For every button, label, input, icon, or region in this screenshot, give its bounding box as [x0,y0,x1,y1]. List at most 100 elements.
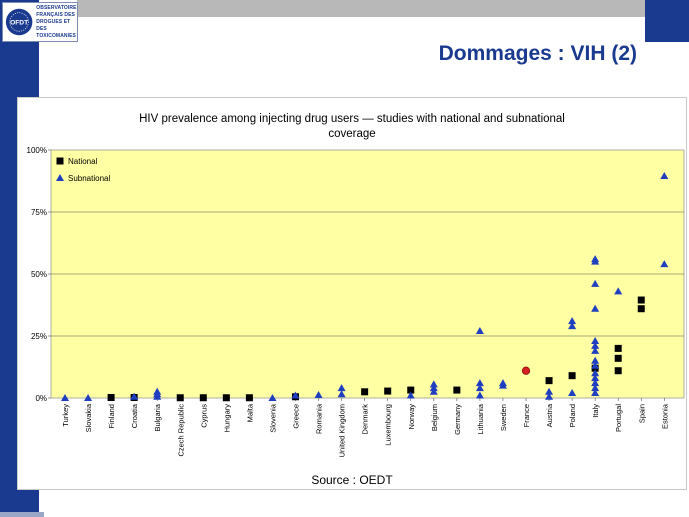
subnational-point [545,392,554,400]
logo-seal-text: OFDT [10,20,28,27]
y-tick-label: 25% [31,332,47,341]
subnational-point [475,391,484,399]
subnational-point [498,379,507,387]
logo-text-block: OBSERVATOIRE FRANÇAIS DES DROGUES ET DES… [36,5,77,40]
y-axis-ticks: 0% 25% 50% 75% 100% [27,146,51,403]
subnational-point [591,384,600,392]
legend-label: Subnational [68,174,110,183]
logo-line: DROGUES ET DES [36,18,71,32]
chart-title-line-1: HIV prevalence among injecting drug user… [139,113,565,125]
subnational-point [591,356,600,364]
x-tick-label: Finland [107,404,116,429]
subnational-point [568,322,577,330]
legend-label: National [68,157,98,166]
national-point [407,386,415,394]
national-point [176,394,184,402]
subnational-point [153,387,162,395]
subnational-point [660,172,669,180]
y-tick-label: 50% [31,270,47,279]
subnational-point [591,389,600,397]
legend: National Subnational [56,157,110,183]
national-point [222,394,230,402]
subnational-point [568,389,577,397]
subnational-point [568,317,577,325]
x-tick-label: Poland [568,404,577,427]
subnational-point [591,336,600,344]
logo-line: OBSERVATOIRE [36,4,77,11]
subnational-point [268,394,277,401]
subnational-point [337,384,346,392]
subnational-point [130,392,139,400]
slide-title: Dommages : VIH (2) [438,42,637,65]
y-tick-label: 75% [31,208,47,217]
x-tick-label: Romania [315,403,324,434]
chart-source: Source : OEDT [311,473,393,487]
national-point [637,305,645,313]
x-tick-label: Denmark [361,404,370,435]
y-tick-label: 0% [35,394,47,403]
logo-line: FRANÇAIS DES [36,11,75,18]
subnational-point [291,391,300,399]
x-tick-label: Italy [591,404,600,418]
national-point [637,296,645,304]
x-tick-label: Estonia [660,403,669,429]
subnational-point [614,287,623,295]
logo-line: TOXICOMANIES [36,32,76,39]
x-tick-label: Belgium [430,404,439,431]
x-tick-label: Norway [407,404,416,430]
ofdt-seal-icon: OFDT [5,8,33,36]
subnational-point [591,341,600,349]
x-tick-label: Cyprus [199,404,208,428]
subnational-point [475,384,484,392]
x-tick-label: Austria [545,403,554,427]
subnational-point [429,380,438,388]
subnational-point [591,361,600,369]
top-right-brand-block [645,0,689,42]
x-tick-label: Germany [453,404,462,435]
x-tick-label: Slovenia [268,403,277,433]
national-point [614,367,622,375]
y-tick-label: 100% [27,146,47,155]
france-point [521,366,531,375]
data-points [61,172,669,402]
chart-title-line-2: coverage [328,128,375,140]
subnational-point [591,346,600,354]
national-point [384,387,392,395]
national-point [107,394,115,402]
x-tick-label: Malta [245,403,254,422]
subnational-point [591,374,600,382]
x-tick-label: United Kingdom [338,404,347,457]
x-tick-label: Slovakia [84,403,93,432]
national-point [614,344,622,352]
x-tick-label: Bulgaria [153,403,162,431]
x-tick-label: Czech Republic [176,404,185,457]
national-point [245,394,253,402]
subnational-point [429,384,438,392]
hiv-prevalence-chart: HIV prevalence among injecting drug user… [27,113,685,487]
subnational-point [591,279,600,287]
national-point [614,354,622,362]
subnational-point [337,390,346,398]
top-grey-bar [77,0,660,17]
national-point [453,386,461,394]
national-point [361,388,369,396]
national-point [199,394,207,402]
x-axis-ticks: Turkey Slovakia Finland Croatia Bulgaria Czec… [61,398,669,457]
bottom-tab [0,512,44,517]
subnational-point [406,391,415,399]
ofdt-logo: OFDT OBSERVATOIRE FRANÇAIS DES DROGUES E… [2,2,78,42]
subnational-point [591,304,600,312]
subnational-point [61,394,69,401]
x-tick-label: Lithuania [476,403,485,434]
subnational-point [314,391,323,399]
x-tick-label: Spain [637,404,646,423]
subnational-point [545,387,554,395]
x-tick-label: France [522,404,531,427]
x-tick-label: Portugal [614,404,623,432]
x-tick-label: Luxembourg [384,404,393,446]
subnational-point [591,369,600,377]
national-point [568,372,576,380]
subnational-point [475,379,484,387]
legend-marker [56,174,64,181]
legend-marker [56,157,64,165]
